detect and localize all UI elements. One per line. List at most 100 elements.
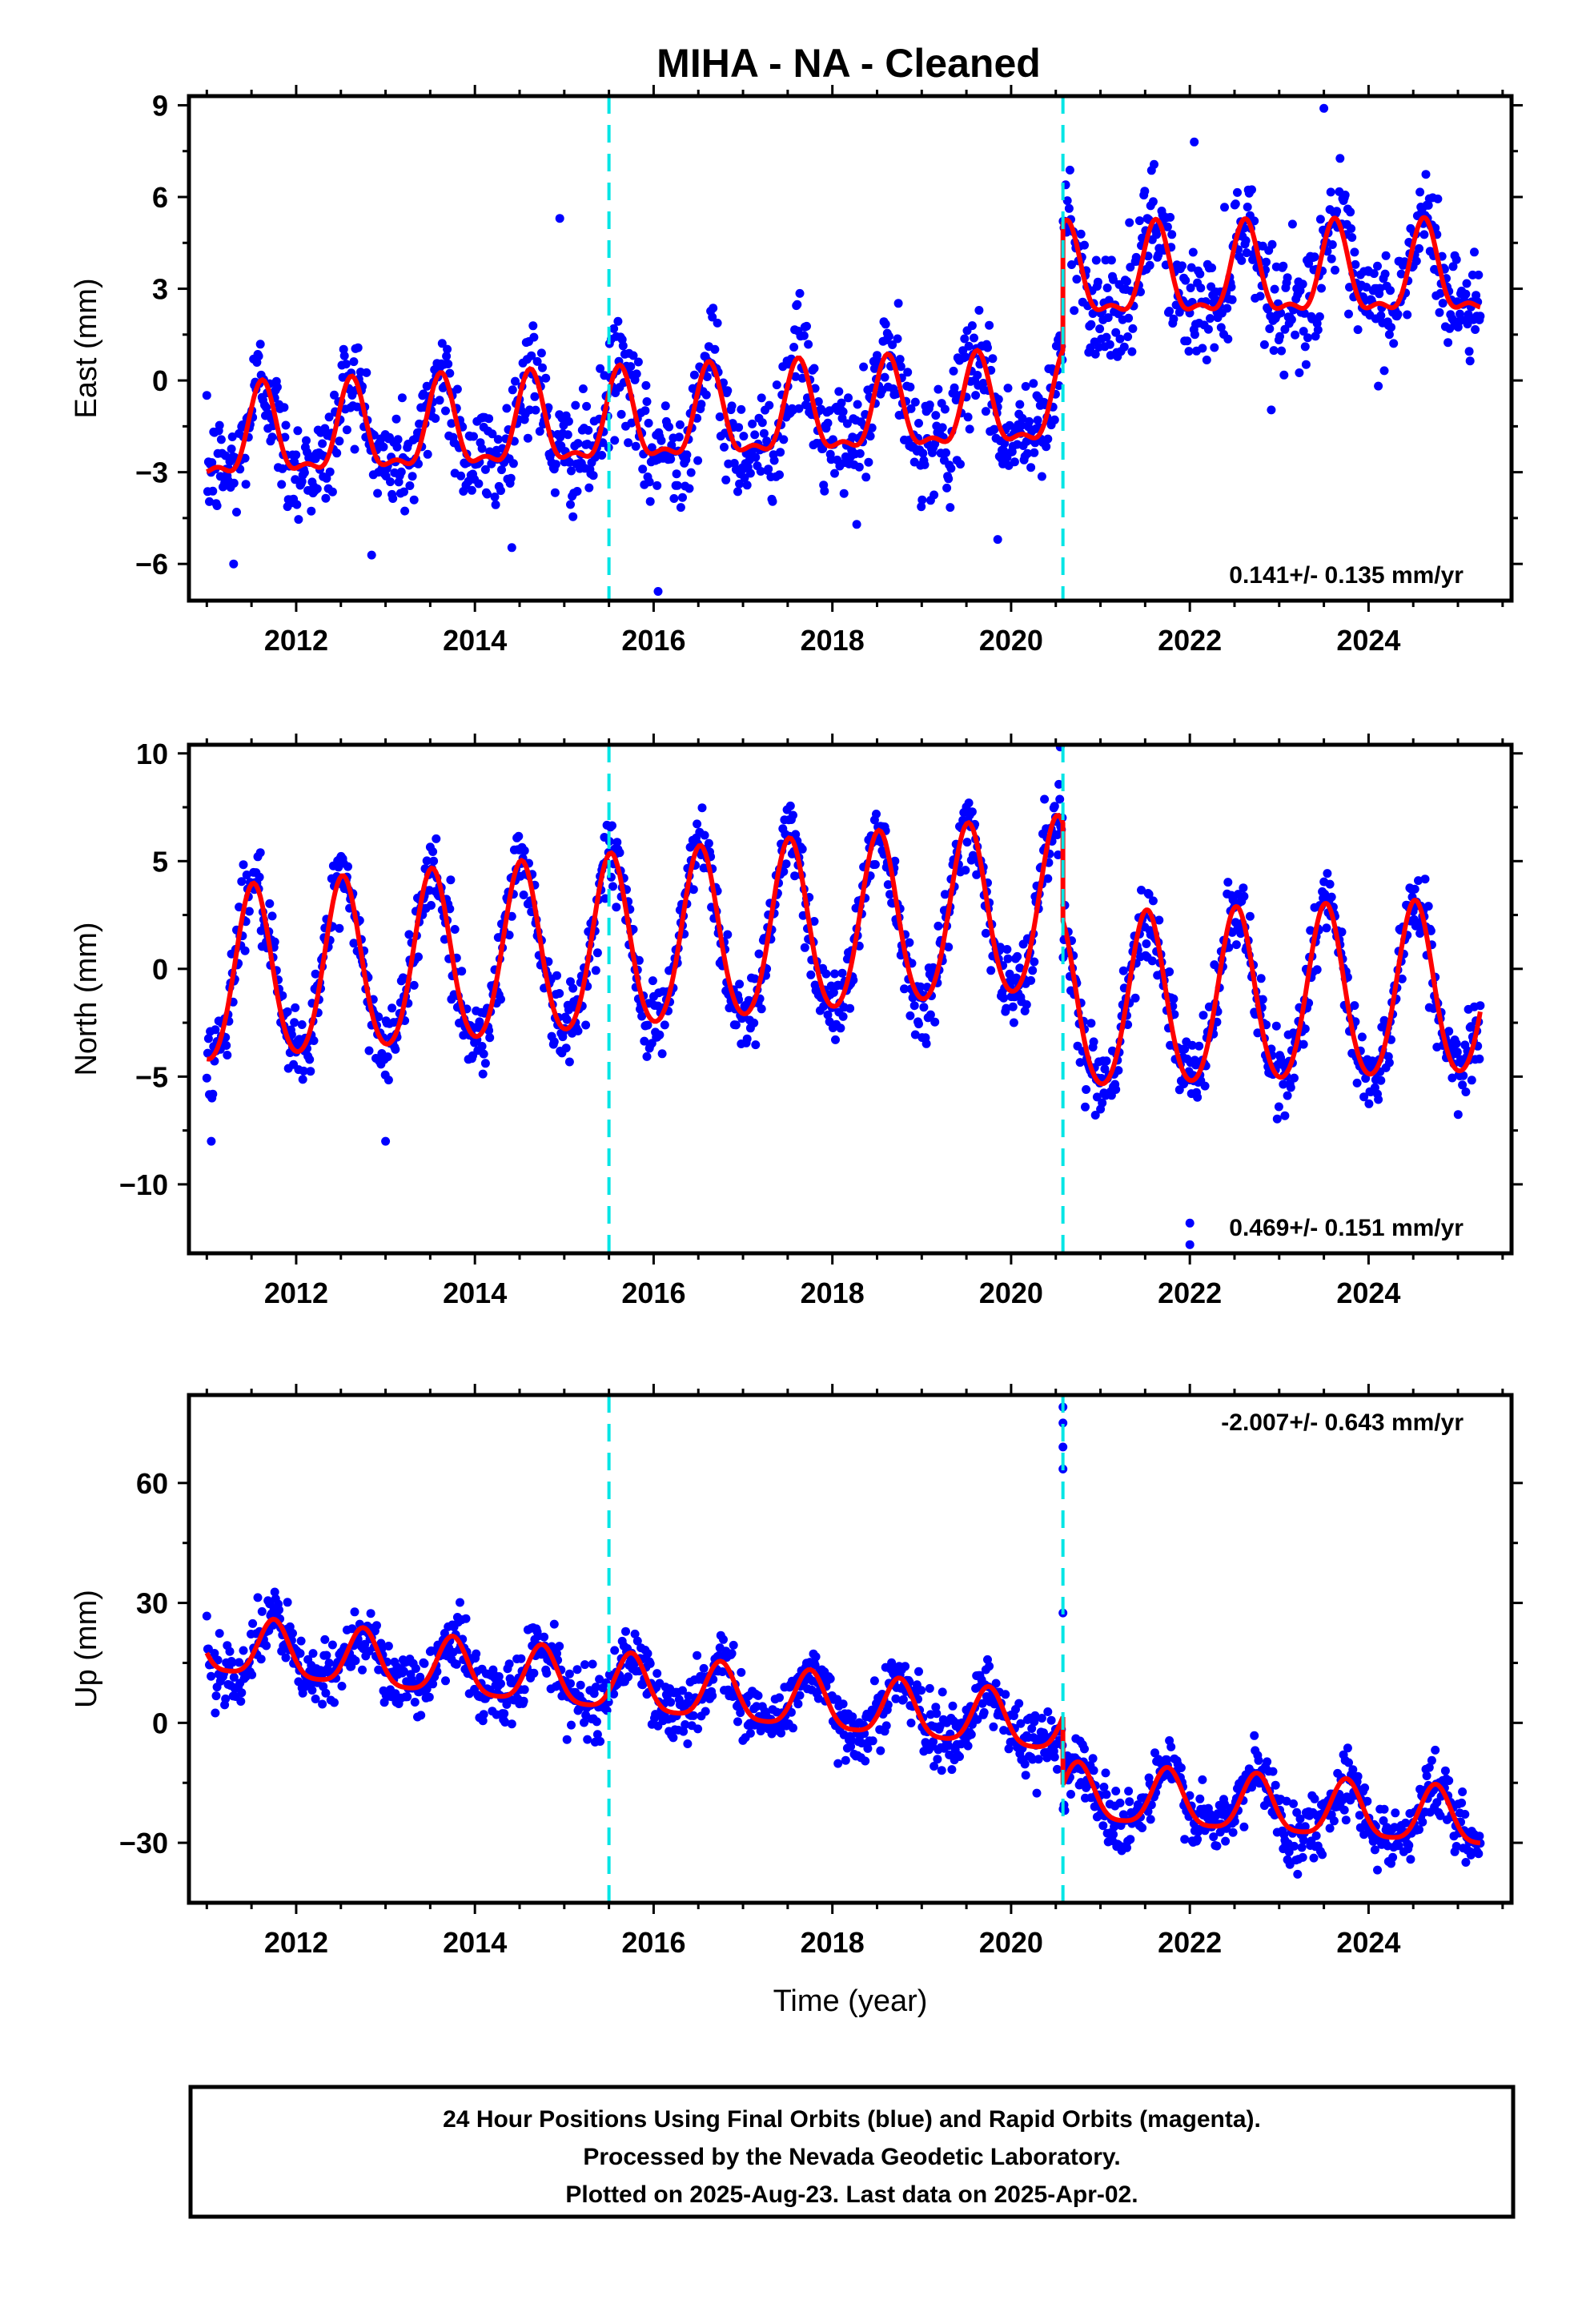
data-point bbox=[591, 966, 600, 975]
data-point bbox=[1064, 203, 1074, 213]
data-point bbox=[1423, 200, 1433, 210]
data-point bbox=[655, 1030, 665, 1039]
data-point bbox=[1167, 230, 1177, 239]
data-point bbox=[227, 1658, 237, 1667]
data-point bbox=[938, 423, 947, 432]
data-point bbox=[477, 1042, 487, 1051]
data-point bbox=[1444, 1776, 1454, 1785]
data-point bbox=[1298, 1852, 1307, 1862]
x-tick-label: 2014 bbox=[443, 1926, 507, 1959]
data-point bbox=[1090, 349, 1100, 359]
data-point bbox=[626, 362, 636, 372]
data-point bbox=[830, 468, 839, 478]
data-point bbox=[1258, 995, 1267, 1004]
data-point bbox=[930, 1017, 940, 1027]
data-point bbox=[940, 890, 950, 899]
data-point bbox=[745, 468, 755, 478]
data-point bbox=[307, 506, 316, 516]
data-point bbox=[723, 386, 733, 396]
data-point bbox=[1359, 1092, 1369, 1102]
data-point bbox=[708, 1691, 717, 1700]
data-point bbox=[1309, 1853, 1319, 1863]
data-point bbox=[283, 1598, 292, 1607]
data-point bbox=[917, 1686, 926, 1695]
data-point bbox=[693, 456, 703, 465]
data-point bbox=[1054, 779, 1064, 789]
data-point bbox=[944, 474, 954, 484]
plot-frame bbox=[187, 742, 1514, 1256]
data-point bbox=[1099, 1783, 1109, 1791]
x-tick-label: 2012 bbox=[264, 1277, 328, 1309]
data-point bbox=[215, 1629, 224, 1638]
data-point bbox=[1150, 159, 1158, 169]
x-tick-label: 2012 bbox=[264, 624, 328, 657]
data-point bbox=[374, 1012, 383, 1022]
data-point bbox=[452, 384, 462, 394]
data-point bbox=[925, 400, 934, 410]
data-point bbox=[213, 1655, 223, 1665]
data-point bbox=[352, 402, 362, 412]
data-point bbox=[335, 923, 344, 933]
data-point bbox=[1026, 463, 1036, 472]
data-point bbox=[973, 371, 982, 380]
data-point bbox=[727, 1649, 737, 1659]
data-point bbox=[1287, 219, 1297, 229]
data-point bbox=[624, 1672, 633, 1682]
data-point bbox=[1353, 325, 1363, 335]
y-tick-label: −10 bbox=[119, 1168, 168, 1201]
data-point bbox=[708, 312, 717, 322]
data-point bbox=[970, 333, 978, 343]
data-point bbox=[1162, 222, 1172, 231]
data-point bbox=[844, 393, 853, 403]
data-point bbox=[1345, 283, 1354, 292]
data-point bbox=[497, 465, 506, 475]
data-point bbox=[351, 1656, 360, 1666]
data-point bbox=[909, 1001, 919, 1011]
data-point bbox=[1297, 1843, 1307, 1852]
data-point bbox=[632, 369, 641, 379]
data-point bbox=[640, 406, 650, 416]
data-point bbox=[1199, 1011, 1208, 1020]
data-point bbox=[1243, 203, 1252, 211]
data-point bbox=[1344, 1758, 1353, 1767]
data-point bbox=[1364, 1099, 1374, 1108]
data-point bbox=[1438, 299, 1447, 308]
data-point bbox=[1317, 283, 1326, 293]
data-point bbox=[1291, 330, 1300, 340]
data-point bbox=[1065, 165, 1074, 175]
data-point bbox=[932, 1709, 942, 1719]
data-point bbox=[330, 390, 339, 400]
data-point bbox=[1265, 324, 1275, 333]
data-point bbox=[914, 419, 923, 428]
data-point bbox=[810, 1660, 820, 1670]
data-point bbox=[1018, 413, 1027, 423]
data-point bbox=[1435, 308, 1444, 317]
data-point bbox=[1062, 196, 1072, 206]
data-point bbox=[597, 451, 607, 460]
data-point bbox=[337, 1682, 347, 1691]
data-point bbox=[842, 419, 852, 428]
data-point bbox=[342, 425, 351, 435]
data-point bbox=[1070, 306, 1079, 316]
data-point bbox=[615, 848, 624, 858]
data-point bbox=[456, 471, 466, 480]
data-point bbox=[506, 473, 516, 483]
y-tick-label: 9 bbox=[152, 89, 168, 122]
data-point bbox=[1037, 472, 1046, 481]
data-point bbox=[751, 452, 761, 462]
data-point bbox=[719, 1634, 728, 1644]
data-point bbox=[1351, 259, 1360, 269]
data-point bbox=[232, 508, 241, 517]
data-point bbox=[905, 1011, 915, 1020]
data-point bbox=[1020, 1759, 1030, 1769]
data-point bbox=[802, 321, 811, 331]
data-point bbox=[1384, 330, 1394, 340]
data-point bbox=[1037, 1714, 1046, 1723]
data-point bbox=[960, 334, 970, 344]
data-point bbox=[1029, 379, 1038, 388]
data-point bbox=[630, 1629, 640, 1638]
data-point bbox=[673, 480, 682, 490]
data-point bbox=[1067, 260, 1076, 269]
data-point bbox=[799, 331, 809, 340]
data-point bbox=[1111, 328, 1121, 337]
